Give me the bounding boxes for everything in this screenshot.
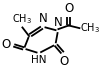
Text: O: O [64, 2, 73, 15]
Text: CH$_3$: CH$_3$ [80, 21, 100, 35]
Text: O: O [59, 55, 68, 68]
Text: N: N [54, 16, 63, 29]
Text: HN: HN [31, 55, 47, 65]
Text: O: O [2, 38, 11, 51]
Text: CH$_3$: CH$_3$ [12, 12, 32, 26]
Text: N: N [39, 12, 47, 25]
